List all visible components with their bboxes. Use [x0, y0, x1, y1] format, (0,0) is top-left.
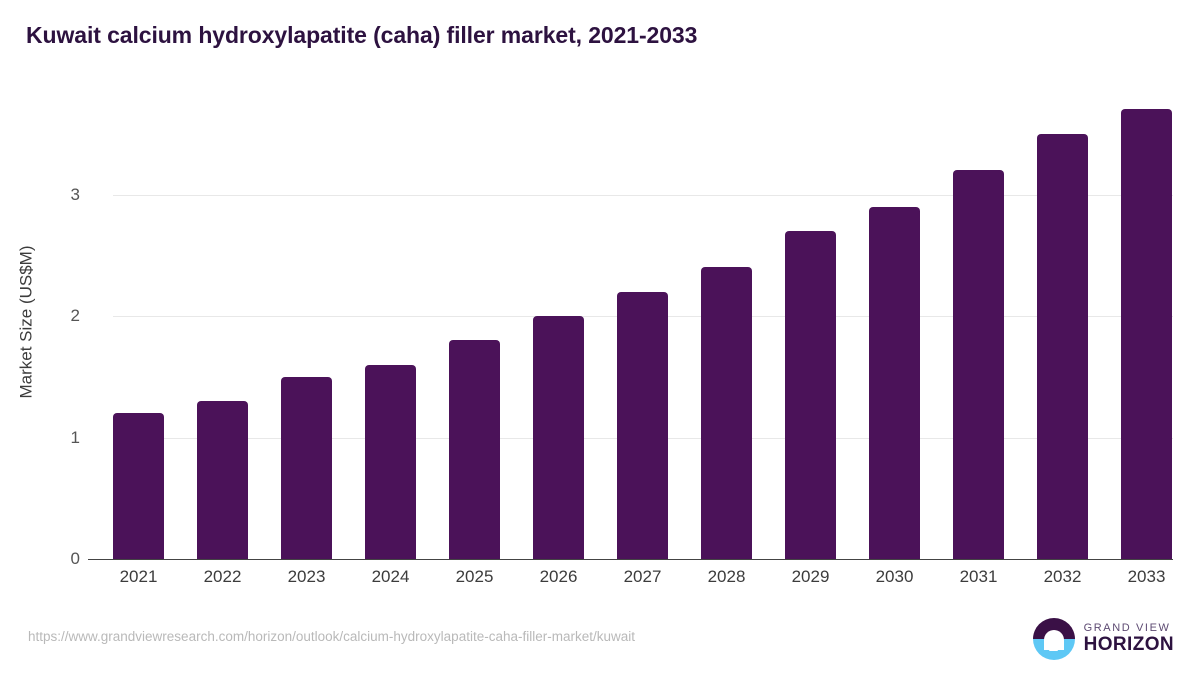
- bar-2022[interactable]: [197, 401, 248, 559]
- y-axis-title-label: Market Size (US$M): [17, 245, 36, 399]
- bar-2033[interactable]: [1121, 109, 1172, 559]
- bar-2029[interactable]: [785, 230, 836, 559]
- bar-2021[interactable]: [113, 413, 164, 559]
- source-url[interactable]: https://www.grandviewresearch.com/horizo…: [28, 629, 635, 644]
- x-axis-tick-label-2021: 2021: [119, 567, 158, 586]
- gridline: [113, 194, 1173, 196]
- bar-2024[interactable]: [365, 364, 416, 559]
- bar-2028[interactable]: [701, 267, 752, 559]
- grand-view-horizon-logo[interactable]: GRAND VIEW HORIZON: [1032, 618, 1174, 660]
- x-axis-tick-label-2029: 2029: [791, 567, 830, 586]
- x-axis-tick-label-2033: 2033: [1127, 567, 1166, 586]
- x-axis-tick-label-2025: 2025: [455, 567, 494, 586]
- y-axis-tick-label: 3: [70, 184, 80, 204]
- x-axis-tick-label-2031: 2031: [959, 567, 998, 586]
- x-axis-tick-label-2027: 2027: [623, 567, 662, 586]
- x-axis-tick-label-2023: 2023: [287, 567, 326, 586]
- bar-2027[interactable]: [617, 291, 668, 559]
- y-axis-tick-label: 0: [70, 549, 80, 568]
- logo-text: GRAND VIEW HORIZON: [1083, 622, 1174, 655]
- x-axis-tick-label-2026: 2026: [539, 567, 578, 586]
- bar-2032[interactable]: [1037, 133, 1088, 559]
- bar-2030[interactable]: [869, 206, 920, 559]
- axis-baseline: [88, 559, 1173, 560]
- bar-2026[interactable]: [533, 316, 584, 559]
- horizon-sunrise-icon: [1032, 618, 1075, 660]
- bar-2031[interactable]: [953, 170, 1004, 559]
- x-axis-tick-label-2028: 2028: [707, 567, 746, 586]
- logo-line-horizon: HORIZON: [1083, 633, 1174, 655]
- page-title: Kuwait calcium hydroxylapatite (caha) fi…: [26, 22, 698, 48]
- y-axis-title: Market Size (US$M): [14, 85, 40, 559]
- y-axis-tick-label: 2: [70, 306, 80, 325]
- x-axis-tick-label-2032: 2032: [1043, 567, 1082, 586]
- x-axis-tick-label-2024: 2024: [371, 567, 410, 586]
- x-axis-tick-label-2022: 2022: [203, 567, 242, 586]
- y-axis-tick-label: 1: [70, 427, 80, 447]
- x-axis-tick-label-2030: 2030: [875, 567, 914, 586]
- bar-2023[interactable]: [281, 376, 332, 559]
- logo-line-grand-view: GRAND VIEW: [1083, 622, 1171, 635]
- bar-2025[interactable]: [449, 340, 500, 559]
- plot-area: 0 1 2 3 2021 2022 2023 2024 2025 2026 2027 2028 2029…: [71, 85, 1173, 586]
